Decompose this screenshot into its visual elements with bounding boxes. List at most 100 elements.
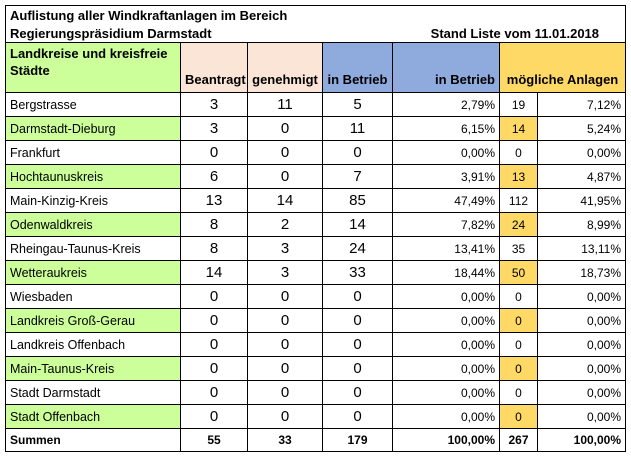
cell-in-betrieb: 0 xyxy=(322,140,393,165)
cell-moegliche-pct: 0,00% xyxy=(536,284,627,309)
cell-name: Bergstrasse xyxy=(5,92,181,117)
cell-name: Stadt Darmstadt xyxy=(5,380,181,405)
cell-beantragt: 0 xyxy=(180,140,248,165)
cell-moegliche: 0 xyxy=(499,332,538,357)
cell-genehmigt: 0 xyxy=(247,380,323,405)
header-beantragt: Beantragt xyxy=(180,42,248,93)
table-row: Rheingau-Taunus-Kreis 8 3 24 13,41% 35 13,11% xyxy=(5,236,627,261)
cell-beantragt: 0 xyxy=(180,284,248,309)
cell-genehmigt: 0 xyxy=(247,140,323,165)
cell-name: Landkreis Groß-Gerau xyxy=(5,308,181,333)
cell-genehmigt: 0 xyxy=(247,284,323,309)
cell-name: Main-Kinzig-Kreis xyxy=(5,188,181,213)
cell-in-betrieb-pct: 0,00% xyxy=(392,380,500,405)
cell-moegliche: 35 xyxy=(499,236,538,261)
sum-label: Summen xyxy=(5,428,181,452)
cell-in-betrieb: 7 xyxy=(322,164,393,189)
cell-moegliche-pct: 7,12% xyxy=(536,92,627,117)
cell-in-betrieb-pct: 2,79% xyxy=(392,92,500,117)
cell-genehmigt: 0 xyxy=(247,308,323,333)
cell-genehmigt: 3 xyxy=(247,260,323,285)
cell-moegliche-pct: 0,00% xyxy=(536,308,627,333)
cell-beantragt: 0 xyxy=(180,356,248,381)
table-row: Stadt Offenbach 0 0 0 0,00% 0 0,00% xyxy=(5,404,627,429)
cell-in-betrieb: 11 xyxy=(322,116,393,141)
cell-name: Landkreis Offenbach xyxy=(5,332,181,357)
header-name: Landkreise und kreisfreie Städte xyxy=(5,42,181,93)
cell-moegliche-pct: 41,95% xyxy=(536,188,627,213)
cell-genehmigt: 3 xyxy=(247,236,323,261)
cell-moegliche-pct: 0,00% xyxy=(536,356,627,381)
cell-in-betrieb-pct: 0,00% xyxy=(392,284,500,309)
cell-in-betrieb-pct: 3,91% xyxy=(392,164,500,189)
header-in-betrieb-pct: in Betrieb xyxy=(392,42,500,93)
cell-beantragt: 0 xyxy=(180,404,248,429)
cell-beantragt: 6 xyxy=(180,164,248,189)
header-row: Landkreise und kreisfreie Städte Beantra… xyxy=(5,42,627,93)
cell-in-betrieb: 0 xyxy=(322,308,393,333)
cell-moegliche: 112 xyxy=(499,188,538,213)
table-row: Darmstadt-Dieburg 3 0 11 6,15% 14 5,24% xyxy=(5,116,627,141)
cell-beantragt: 8 xyxy=(180,236,248,261)
table-row: Stadt Darmstadt 0 0 0 0,00% 0 0,00% xyxy=(5,380,627,405)
cell-moegliche-pct: 0,00% xyxy=(536,380,627,405)
cell-moegliche: 0 xyxy=(499,140,538,165)
cell-name: Main-Taunus-Kreis xyxy=(5,356,181,381)
title-row-2: Regierungspräsidium Darmstadt Stand List… xyxy=(5,24,627,43)
cell-name: Odenwaldkreis xyxy=(5,212,181,237)
cell-moegliche-pct: 0,00% xyxy=(536,404,627,429)
cell-in-betrieb-pct: 13,41% xyxy=(392,236,500,261)
cell-in-betrieb: 14 xyxy=(322,212,393,237)
cell-in-betrieb-pct: 18,44% xyxy=(392,260,500,285)
cell-moegliche: 0 xyxy=(499,308,538,333)
cell-name: Hochtaunuskreis xyxy=(5,164,181,189)
table-row: Wetteraukreis 14 3 33 18,44% 50 18,73% xyxy=(5,260,627,285)
cell-in-betrieb: 24 xyxy=(322,236,393,261)
cell-beantragt: 3 xyxy=(180,92,248,117)
cell-genehmigt: 0 xyxy=(247,356,323,381)
cell-beantragt: 14 xyxy=(180,260,248,285)
cell-in-betrieb: 0 xyxy=(322,404,393,429)
cell-in-betrieb-pct: 0,00% xyxy=(392,308,500,333)
cell-moegliche: 24 xyxy=(499,212,538,237)
cell-genehmigt: 14 xyxy=(247,188,323,213)
sum-in-betrieb: 179 xyxy=(322,428,393,452)
cell-moegliche: 50 xyxy=(499,260,538,285)
cell-in-betrieb: 85 xyxy=(322,188,393,213)
sum-row: Summen 55 33 179 100,00% 267 100,00% xyxy=(5,428,627,452)
cell-moegliche-pct: 4,87% xyxy=(536,164,627,189)
table-row: Main-Kinzig-Kreis 13 14 85 47,49% 112 41,95% xyxy=(5,188,627,213)
cell-in-betrieb: 0 xyxy=(322,356,393,381)
table-row: Odenwaldkreis 8 2 14 7,82% 24 8,99% xyxy=(5,212,627,237)
table-subtitle: Regierungspräsidium Darmstadt xyxy=(5,24,393,43)
cell-beantragt: 0 xyxy=(180,308,248,333)
cell-in-betrieb-pct: 47,49% xyxy=(392,188,500,213)
cell-name: Darmstadt-Dieburg xyxy=(5,116,181,141)
cell-in-betrieb-pct: 0,00% xyxy=(392,356,500,381)
table-row: Frankfurt 0 0 0 0,00% 0 0,00% xyxy=(5,140,627,165)
header-name-text: Landkreise und kreisfreie Städte xyxy=(10,46,168,78)
cell-moegliche-pct: 0,00% xyxy=(536,332,627,357)
cell-in-betrieb-pct: 0,00% xyxy=(392,404,500,429)
cell-in-betrieb-pct: 0,00% xyxy=(392,140,500,165)
sum-genehmigt: 33 xyxy=(247,428,323,452)
stand-date: Stand Liste vom 11.01.2018 xyxy=(392,24,627,43)
header-in-betrieb: in Betrieb xyxy=(322,42,393,93)
title-row-1: Auflistung aller Windkraftanlagen im Ber… xyxy=(4,5,627,24)
cell-moegliche-pct: 0,00% xyxy=(536,140,627,165)
cell-beantragt: 8 xyxy=(180,212,248,237)
cell-in-betrieb: 0 xyxy=(322,284,393,309)
table-row: Bergstrasse 3 11 5 2,79% 19 7,12% xyxy=(5,92,627,117)
cell-in-betrieb-pct: 7,82% xyxy=(392,212,500,237)
cell-moegliche: 0 xyxy=(499,284,538,309)
cell-in-betrieb-pct: 6,15% xyxy=(392,116,500,141)
cell-name: Rheingau-Taunus-Kreis xyxy=(5,236,181,261)
table-row: Landkreis Groß-Gerau 0 0 0 0,00% 0 0,00% xyxy=(5,308,627,333)
cell-genehmigt: 2 xyxy=(247,212,323,237)
cell-in-betrieb-pct: 0,00% xyxy=(392,332,500,357)
cell-moegliche: 14 xyxy=(499,116,538,141)
cell-moegliche-pct: 13,11% xyxy=(536,236,627,261)
table-title: Auflistung aller Windkraftanlagen im Ber… xyxy=(4,5,627,24)
spreadsheet-table-container: Auflistung aller Windkraftanlagen im Ber… xyxy=(4,5,627,452)
cell-moegliche-pct: 8,99% xyxy=(536,212,627,237)
